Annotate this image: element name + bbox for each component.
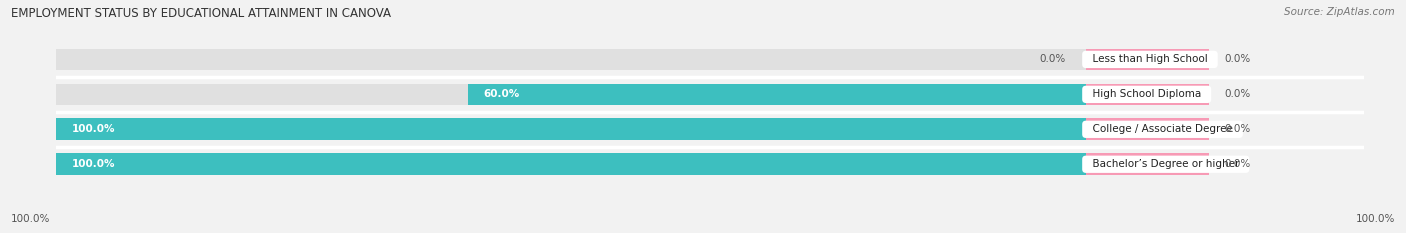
Bar <box>56 154 1085 175</box>
Text: Source: ZipAtlas.com: Source: ZipAtlas.com <box>1284 7 1395 17</box>
Text: 100.0%: 100.0% <box>72 124 115 134</box>
Text: College / Associate Degree: College / Associate Degree <box>1085 124 1239 134</box>
Bar <box>56 118 1085 140</box>
Text: 0.0%: 0.0% <box>1225 55 1251 64</box>
Text: 100.0%: 100.0% <box>1355 214 1395 224</box>
Bar <box>1085 118 1209 140</box>
Text: 0.0%: 0.0% <box>1225 124 1251 134</box>
Text: 60.0%: 60.0% <box>484 89 520 99</box>
Bar <box>1085 118 1209 140</box>
Text: Less than High School: Less than High School <box>1085 55 1213 64</box>
Bar <box>1085 154 1209 175</box>
Bar <box>56 118 1085 140</box>
Bar <box>1085 49 1209 70</box>
Text: Bachelor’s Degree or higher: Bachelor’s Degree or higher <box>1085 159 1246 169</box>
Bar <box>1085 84 1209 105</box>
Text: 0.0%: 0.0% <box>1225 89 1251 99</box>
Bar <box>468 84 1085 105</box>
Text: High School Diploma: High School Diploma <box>1085 89 1208 99</box>
Text: 100.0%: 100.0% <box>11 214 51 224</box>
Bar <box>1085 49 1209 70</box>
Text: 100.0%: 100.0% <box>72 159 115 169</box>
Bar <box>56 49 1085 70</box>
Text: 0.0%: 0.0% <box>1225 159 1251 169</box>
Text: 0.0%: 0.0% <box>1039 55 1066 64</box>
Bar <box>1085 84 1209 105</box>
Bar <box>56 84 1085 105</box>
Text: EMPLOYMENT STATUS BY EDUCATIONAL ATTAINMENT IN CANOVA: EMPLOYMENT STATUS BY EDUCATIONAL ATTAINM… <box>11 7 391 20</box>
Bar <box>56 154 1085 175</box>
Bar <box>1085 154 1209 175</box>
Legend: In Labor Force, Unemployed: In Labor Force, Unemployed <box>495 230 716 233</box>
